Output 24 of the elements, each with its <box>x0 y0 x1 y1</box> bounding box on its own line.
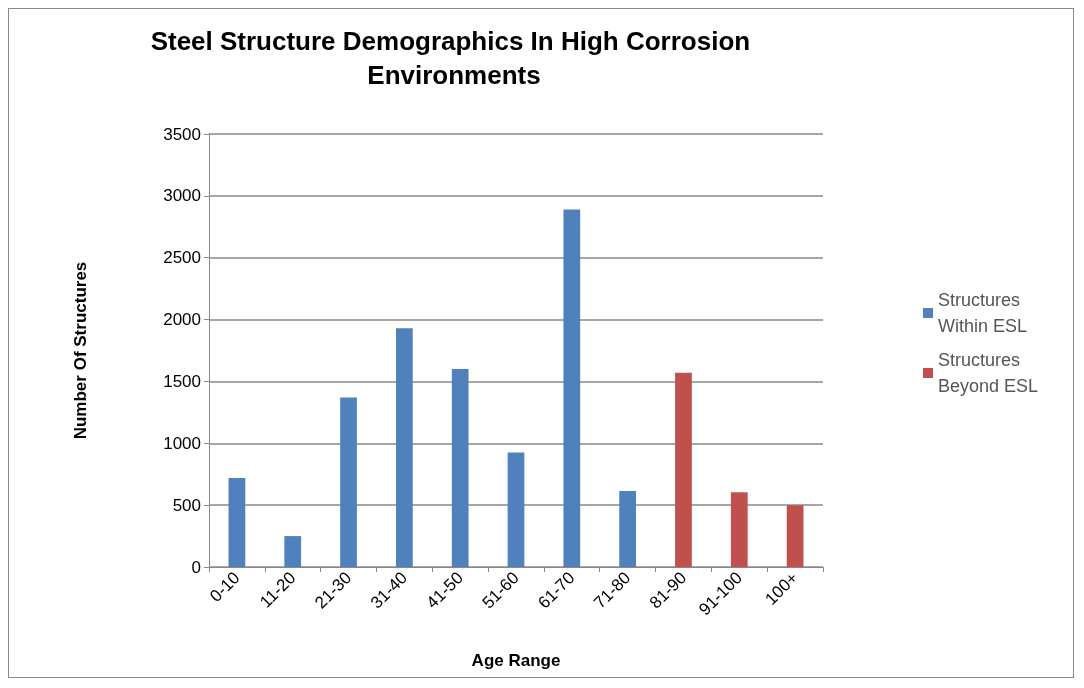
y-tick-label: 1500 <box>163 371 201 391</box>
bar <box>395 328 413 567</box>
y-tick-label: 2000 <box>163 310 201 330</box>
bar <box>507 452 525 567</box>
bar <box>228 477 246 567</box>
bar <box>340 397 357 567</box>
bar <box>786 505 804 567</box>
bar <box>284 536 302 567</box>
y-tick-label: 0 <box>191 557 201 577</box>
bar <box>451 369 469 567</box>
bar <box>730 492 748 567</box>
legend-label: Structures Within ESL <box>938 290 1028 336</box>
legend-label: Structures Beyond ESL <box>938 350 1039 396</box>
chart-title: Steel Structure Demographics In High Corrosion Environments <box>150 26 758 90</box>
bar <box>619 490 637 567</box>
y-axis-title: Number Of Structures <box>71 261 90 440</box>
y-tick-label: 3500 <box>163 124 201 144</box>
x-axis-title: Age Range <box>471 651 561 670</box>
bar <box>563 209 581 567</box>
y-tick-label: 500 <box>172 495 201 515</box>
y-tick-label: 2500 <box>163 248 201 268</box>
y-tick-label: 1000 <box>163 433 201 453</box>
y-tick-label: 3000 <box>163 186 201 206</box>
bar <box>675 372 692 567</box>
